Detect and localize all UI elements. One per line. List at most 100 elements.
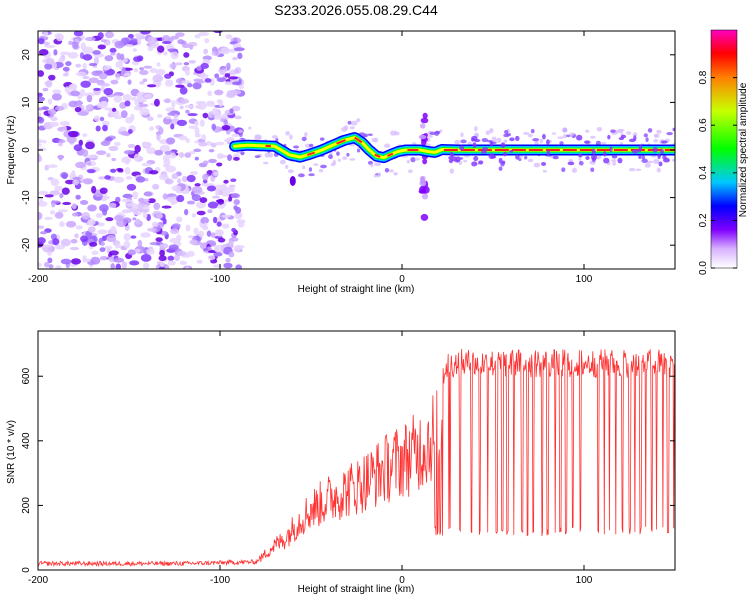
noise-blob xyxy=(149,126,154,131)
band-blob xyxy=(473,155,479,162)
noise-blob xyxy=(87,162,92,166)
band-blob xyxy=(509,137,515,142)
signal-scatter xyxy=(308,143,314,148)
noise-blob xyxy=(110,52,116,56)
band-blob xyxy=(542,133,546,140)
noise-blob xyxy=(98,176,106,180)
noise-blob xyxy=(121,261,128,269)
noise-blob xyxy=(133,105,142,111)
noise-blob xyxy=(165,115,172,120)
noise-blob xyxy=(200,73,209,80)
noise-blob xyxy=(179,105,184,110)
noise-blob xyxy=(81,211,90,220)
noise-blob xyxy=(156,133,161,141)
noise-blob xyxy=(82,178,94,185)
signal-scatter xyxy=(356,148,361,153)
noise-blob xyxy=(47,257,53,264)
noise-blob xyxy=(204,38,210,44)
band-blob xyxy=(498,157,503,164)
noise-blob xyxy=(82,62,87,71)
noise-blob xyxy=(151,221,159,227)
colorbar-tick-label: 0.4 xyxy=(698,165,709,179)
noise-blob xyxy=(226,136,235,142)
noise-blob xyxy=(148,170,159,175)
noise-blob xyxy=(146,248,155,255)
noise-blob xyxy=(50,116,58,121)
signal-scatter xyxy=(319,137,325,141)
noise-blob xyxy=(176,194,185,203)
signal-scatter xyxy=(527,158,534,163)
signal-scatter xyxy=(389,169,394,173)
noise-blob xyxy=(215,188,220,196)
noise-blob xyxy=(163,98,172,104)
signal-scatter xyxy=(271,135,278,139)
noise-blob xyxy=(176,119,188,127)
noise-blob xyxy=(132,191,139,200)
signal-scatter xyxy=(414,157,420,161)
band-blob xyxy=(660,140,668,144)
noise-blob xyxy=(38,154,42,162)
noise-blob xyxy=(184,266,190,269)
signal-scatter xyxy=(628,167,636,172)
noise-blob xyxy=(147,36,157,45)
noise-blob xyxy=(205,141,213,146)
noise-blob xyxy=(61,187,70,195)
noise-blob xyxy=(213,171,219,176)
snr-y-ticks: 0 200 400 600 xyxy=(21,367,675,573)
band-blob xyxy=(503,151,508,157)
noise-blob xyxy=(229,69,237,76)
noise-blob xyxy=(204,78,212,83)
signal-core xyxy=(307,151,315,156)
noise-blob xyxy=(111,107,117,112)
noise-blob xyxy=(133,67,139,73)
signal-scatter xyxy=(308,173,315,177)
band-blob xyxy=(567,161,575,166)
noise-blob xyxy=(196,80,205,84)
noise-blob xyxy=(184,152,192,158)
noise-blob xyxy=(55,33,64,42)
band-blob xyxy=(652,146,658,153)
signal-scatter xyxy=(542,169,547,173)
noise-blob xyxy=(99,255,108,261)
noise-blob xyxy=(194,133,201,138)
signal-scatter xyxy=(595,140,601,146)
noise-blob xyxy=(130,113,135,122)
noise-blob xyxy=(110,79,119,85)
noise-blob xyxy=(64,179,75,185)
noise-blob xyxy=(161,205,172,209)
noise-blob xyxy=(87,204,97,212)
noise-blob xyxy=(195,201,206,209)
noise-blob xyxy=(82,149,89,158)
noise-blob xyxy=(203,247,209,252)
noise-blob xyxy=(173,113,179,119)
colorbar-tick-label: 0.0 xyxy=(698,261,709,275)
noise-blob xyxy=(131,96,137,101)
band-blob xyxy=(489,140,494,147)
noise-blob xyxy=(217,237,226,243)
noise-blob xyxy=(223,179,229,184)
noise-blob xyxy=(84,36,96,42)
noise-blob xyxy=(169,228,180,235)
noise-blob xyxy=(62,201,72,206)
band-blob xyxy=(590,154,597,161)
noise-blob xyxy=(233,205,238,211)
noise-blob xyxy=(164,73,172,79)
noise-blob xyxy=(159,144,171,153)
noise-blob xyxy=(123,240,131,249)
signal-scatter xyxy=(460,132,464,138)
noise-blob xyxy=(208,158,217,164)
noise-blob xyxy=(224,73,231,78)
noise-blob xyxy=(97,229,108,235)
noise-blob xyxy=(136,91,147,100)
signal-scatter xyxy=(308,167,312,172)
noise-blob xyxy=(208,148,215,153)
noise-blob xyxy=(233,245,242,253)
snr-series xyxy=(38,348,675,568)
noise-blob xyxy=(212,216,218,224)
noise-blob xyxy=(135,218,141,225)
signal-scatter xyxy=(485,130,491,136)
x-tick-label: -100 xyxy=(210,274,230,285)
signal-scatter xyxy=(240,151,245,156)
noise-blob xyxy=(65,220,77,228)
